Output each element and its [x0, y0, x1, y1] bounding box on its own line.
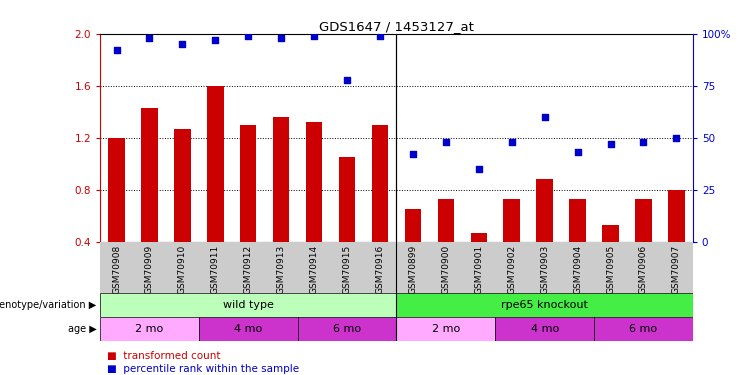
Text: 4 mo: 4 mo: [531, 324, 559, 334]
Text: GSM70905: GSM70905: [606, 244, 615, 294]
Bar: [108, 138, 124, 242]
Text: ■  percentile rank within the sample: ■ percentile rank within the sample: [107, 364, 299, 374]
Bar: [199, 317, 298, 341]
Text: GSM70906: GSM70906: [639, 244, 648, 294]
Bar: [471, 233, 487, 242]
Bar: [536, 180, 553, 242]
Bar: [635, 199, 651, 242]
Text: 2 mo: 2 mo: [136, 324, 164, 334]
Bar: [240, 125, 256, 242]
Bar: [339, 158, 355, 242]
Text: 6 mo: 6 mo: [333, 324, 361, 334]
Bar: [503, 199, 520, 242]
Text: age ▶: age ▶: [67, 324, 96, 334]
Bar: [174, 129, 190, 242]
Text: GSM70900: GSM70900: [442, 244, 451, 294]
Text: wild type: wild type: [223, 300, 273, 310]
Text: GSM70903: GSM70903: [540, 244, 549, 294]
Text: GSM70899: GSM70899: [408, 244, 417, 294]
Text: GSM70904: GSM70904: [573, 244, 582, 294]
Text: GSM70916: GSM70916: [376, 244, 385, 294]
Bar: [207, 86, 224, 242]
Bar: [495, 317, 594, 341]
Text: GSM70915: GSM70915: [342, 244, 351, 294]
Bar: [438, 199, 454, 242]
Point: [407, 152, 419, 157]
Bar: [100, 317, 199, 341]
Bar: [405, 209, 421, 242]
Bar: [668, 190, 685, 242]
Text: GSM70912: GSM70912: [244, 244, 253, 294]
Point: [473, 166, 485, 172]
Text: 4 mo: 4 mo: [234, 324, 262, 334]
Bar: [142, 108, 158, 242]
Text: 6 mo: 6 mo: [629, 324, 657, 334]
Bar: [298, 317, 396, 341]
Text: GSM70910: GSM70910: [178, 244, 187, 294]
Bar: [594, 317, 693, 341]
Point: [341, 76, 353, 82]
Bar: [396, 292, 709, 317]
Text: ■  transformed count: ■ transformed count: [107, 351, 221, 361]
Text: GSM70907: GSM70907: [672, 244, 681, 294]
Text: GSM70901: GSM70901: [474, 244, 483, 294]
Bar: [602, 225, 619, 242]
Bar: [569, 199, 586, 242]
Text: 2 mo: 2 mo: [432, 324, 460, 334]
Point: [571, 149, 583, 155]
Point: [308, 33, 320, 39]
Text: GSM70913: GSM70913: [276, 244, 286, 294]
Point: [440, 139, 452, 145]
Point: [539, 114, 551, 120]
Point: [275, 35, 287, 41]
Bar: [306, 122, 322, 242]
Point: [144, 35, 156, 41]
Point: [637, 139, 649, 145]
Text: GSM70914: GSM70914: [310, 244, 319, 294]
Bar: [100, 292, 396, 317]
Text: genotype/variation ▶: genotype/variation ▶: [0, 300, 96, 310]
Bar: [273, 117, 290, 242]
Point: [110, 47, 122, 53]
Point: [374, 33, 386, 39]
Point: [671, 135, 682, 141]
Point: [176, 41, 188, 47]
Text: GSM70908: GSM70908: [112, 244, 121, 294]
Text: GSM70911: GSM70911: [210, 244, 220, 294]
Text: GSM70909: GSM70909: [145, 244, 154, 294]
Text: GSM70902: GSM70902: [507, 244, 516, 294]
Bar: [396, 317, 495, 341]
Bar: [372, 125, 388, 242]
Title: GDS1647 / 1453127_at: GDS1647 / 1453127_at: [319, 20, 474, 33]
Point: [506, 139, 518, 145]
Point: [242, 33, 254, 39]
Text: rpe65 knockout: rpe65 knockout: [501, 300, 588, 310]
Point: [210, 37, 222, 43]
Point: [605, 141, 617, 147]
